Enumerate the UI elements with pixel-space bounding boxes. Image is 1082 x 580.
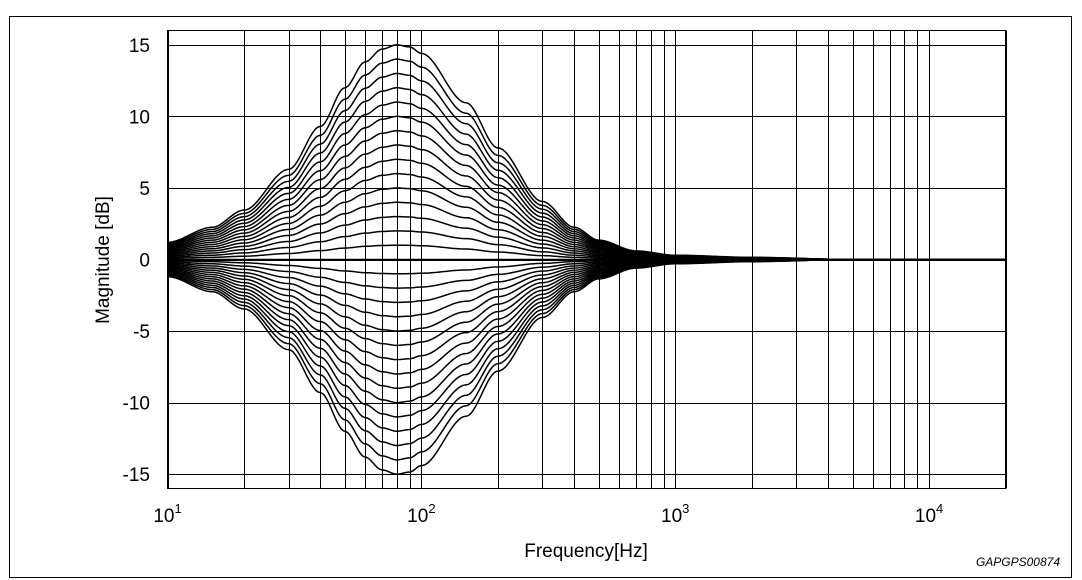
x-axis-title: Frequency[Hz] xyxy=(524,541,648,562)
plot-area-border xyxy=(167,30,1006,489)
y-tick-label: 15 xyxy=(129,36,150,57)
x-tick-exponent: 1 xyxy=(174,501,181,516)
series-curves xyxy=(167,44,1006,475)
eq-curve xyxy=(167,44,1006,261)
x-tick-base: 10 xyxy=(407,506,428,527)
y-tick-labels: 15 10 5 0 -5 -10 -15 xyxy=(123,36,150,486)
y-tick-label: 10 xyxy=(129,107,150,128)
x-tick-label: 104 xyxy=(915,501,943,527)
x-tick-base: 10 xyxy=(661,506,682,527)
y-tick-label: 5 xyxy=(139,179,150,200)
y-tick-label: -10 xyxy=(123,394,150,415)
x-tick-exponent: 3 xyxy=(682,501,689,516)
figure-code: GAPGPS00874 xyxy=(976,555,1060,569)
y-tick-label: 0 xyxy=(139,251,150,272)
x-tick-base: 10 xyxy=(915,506,936,527)
x-tick-label: 101 xyxy=(153,501,181,527)
x-tick-label: 102 xyxy=(407,501,435,527)
x-tick-exponent: 4 xyxy=(936,501,943,516)
y-tick-label: -15 xyxy=(123,465,150,486)
x-tick-labels: 101 102 103 104 xyxy=(153,501,943,527)
x-tick-base: 10 xyxy=(153,506,174,527)
y-tick-label: -5 xyxy=(133,322,150,343)
x-tick-exponent: 2 xyxy=(428,501,435,516)
figure-frame xyxy=(9,16,1072,578)
y-axis-title: Magnitude [dB] xyxy=(93,196,114,324)
x-tick-label: 103 xyxy=(661,501,689,527)
